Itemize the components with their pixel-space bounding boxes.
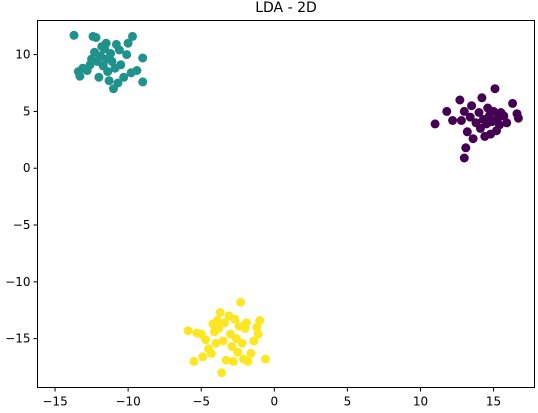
data-point [513,113,523,123]
data-point [198,352,208,362]
data-point [218,336,228,346]
y-axis: 10 5 0 −5 −10 −15 [5,48,38,346]
y-tick-label: −15 [5,332,30,346]
data-point [201,335,211,345]
data-point [227,342,237,352]
data-point [103,67,113,77]
data-point [189,356,199,366]
points-layer [69,30,523,378]
data-point [211,338,221,348]
data-point [468,134,478,144]
data-point [236,297,246,307]
data-point [122,50,132,60]
data-point [249,336,259,346]
data-point [237,338,247,348]
data-point [107,56,117,66]
data-point [467,101,477,111]
x-tick-label: 10 [413,395,428,409]
data-point [246,348,256,358]
data-point [106,49,116,58]
data-point [208,319,218,329]
data-point [75,71,85,81]
data-point [448,116,458,125]
data-point [113,78,123,88]
y-tick-label: −5 [13,218,31,232]
data-point [114,45,124,55]
y-tick-label: 0 [23,161,31,175]
data-point [474,108,484,117]
data-point [255,316,265,325]
data-point [462,127,472,137]
data-point [508,98,518,108]
x-tick-label: −10 [115,395,140,409]
x-tick-label: 0 [270,395,278,409]
data-point [119,72,129,82]
data-point [230,314,240,324]
data-point [116,60,126,70]
data-point [252,322,262,332]
data-point [69,30,79,40]
data-point [477,93,487,103]
data-point [483,118,493,128]
data-point [461,143,471,153]
data-point [228,356,238,366]
data-point [459,106,469,116]
data-point [132,66,142,75]
data-point [442,106,452,116]
data-point [459,153,469,163]
data-point [465,112,475,122]
data-point [233,347,243,357]
data-point [253,329,263,339]
data-point [101,38,111,48]
data-point [123,38,133,48]
data-point [138,53,148,63]
data-point [499,111,509,121]
y-tick-label: 5 [23,104,31,118]
data-point [490,84,500,94]
chart-title: LDA - 2D [255,0,317,16]
data-point [221,355,231,365]
data-point [243,356,253,366]
data-point [430,119,440,129]
data-point [492,116,501,125]
data-point [242,318,251,328]
data-point [456,116,466,125]
data-point [87,54,97,64]
x-axis: −15 −10 −5 0 5 10 15 [42,387,501,409]
data-point [455,95,465,105]
data-point [94,72,104,82]
y-tick-label: −10 [5,275,30,289]
data-point [128,31,137,41]
data-point [220,318,230,328]
data-point [91,33,101,42]
data-point [502,118,512,128]
y-tick-label: 10 [15,48,30,62]
data-point [489,106,499,116]
data-point [183,326,193,336]
plot-frame [37,20,535,388]
data-point [138,77,148,87]
x-tick-label: −5 [192,395,210,409]
data-point [206,348,216,358]
x-tick-label: 5 [344,395,352,409]
data-point [215,308,225,317]
data-point [217,368,227,378]
data-point [104,76,114,86]
x-tick-label: 15 [486,395,501,409]
data-point [261,354,270,364]
x-tick-label: −15 [42,395,67,409]
